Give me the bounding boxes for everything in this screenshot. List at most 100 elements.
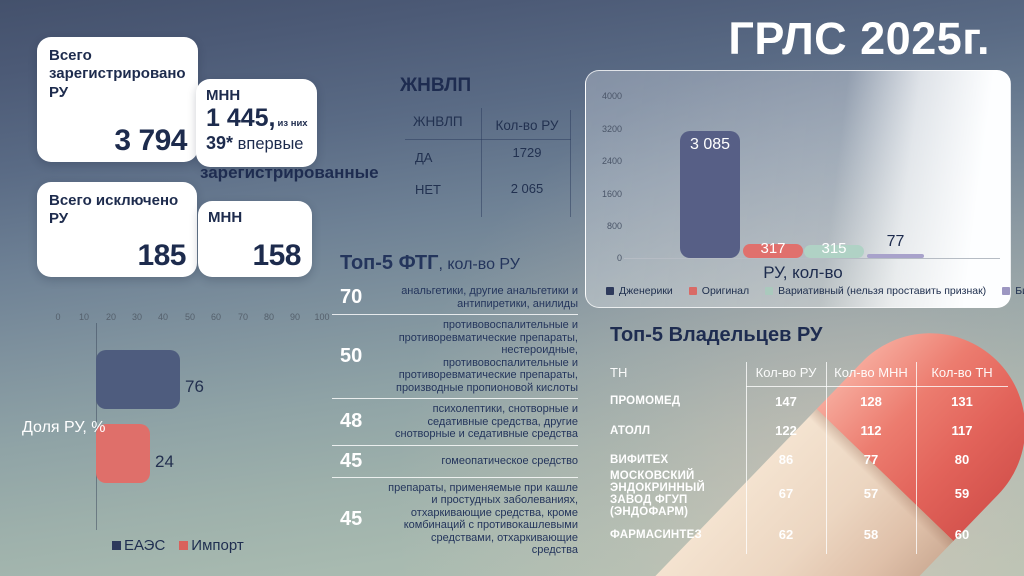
zhnvlp-header-underline <box>405 139 571 140</box>
table-cell: 122 <box>775 423 797 438</box>
bar-import-value: 24 <box>155 452 174 471</box>
column-header: ТН <box>610 364 628 380</box>
x-axis-tick: 80 <box>263 312 274 322</box>
table-column-divider <box>826 362 827 554</box>
list-item: 48 психолептики, снотворные и седативные… <box>332 398 578 445</box>
y-axis-tick: 1600 <box>601 189 622 199</box>
zhnvlp-column-divider <box>481 108 482 217</box>
y-axis-tick: 800 <box>606 221 622 231</box>
x-axis-tick: 10 <box>78 312 89 322</box>
table-cell: 131 <box>951 393 973 409</box>
mnn-new-value: 39* <box>206 132 234 153</box>
legend-swatch-biosimilar <box>1002 287 1011 295</box>
x-axis-label: РУ, кол-во <box>763 263 843 282</box>
y-axis-tick: 0 <box>616 253 622 263</box>
legend-swatch-import <box>179 541 189 550</box>
column-header: Кол-во РУ <box>755 364 817 380</box>
bar-variative <box>804 245 864 258</box>
table-cell: 112 <box>860 423 882 438</box>
table-column-divider <box>746 362 747 554</box>
ftg-item-value: 70 <box>340 286 363 308</box>
card-total-registered-value: 3 794 <box>114 124 187 157</box>
column-header: Кол-во ТН <box>931 364 993 380</box>
card-mnn-registered-value: 1 445, из них <box>196 105 317 131</box>
capsule-cream-half <box>571 409 954 576</box>
table-row-name: ФАРМАСИНТЕЗ <box>610 528 702 541</box>
x-axis-tick: 20 <box>105 312 116 322</box>
capsule-seam-shadow <box>808 409 954 550</box>
zhnvlp-row-value: 1729 <box>512 145 542 160</box>
table-cell: 59 <box>954 486 970 501</box>
owners-grid: ТН Кол-во РУ Кол-во МНН Кол-во ТН ПРОМОМ… <box>610 358 1008 556</box>
owners-table: ТН Кол-во РУ Кол-во МНН Кол-во ТН ПРОМОМ… <box>610 358 1008 556</box>
ftg-title-bold: Топ-5 ФТГ <box>340 252 439 274</box>
ftg-item-text: препараты, применяемые при кашле и прост… <box>388 481 578 557</box>
share-chart-legend: ЕАЭС Импорт <box>112 537 244 554</box>
ftg-item-value: 48 <box>340 410 363 433</box>
bar-eaes <box>96 350 180 409</box>
legend-item: Дженерики <box>606 285 673 297</box>
mnn-new-word-continued: зарегистрированные <box>200 163 379 182</box>
x-axis-tick: 40 <box>157 312 168 322</box>
zhnvlp-row-name: НЕТ <box>415 182 441 197</box>
card-mnn-excluded-label: МНН <box>208 209 243 226</box>
legend-label: Импорт <box>191 537 244 554</box>
x-axis-line <box>624 258 1000 259</box>
ftg-section-title: Топ-5 ФТГ, кол-во РУ <box>340 252 578 275</box>
legend-swatch-generics <box>606 287 614 295</box>
table-cell: 128 <box>860 393 882 409</box>
legend-item: Вариативный (нельзя проставить признак) <box>765 285 986 297</box>
zhnvlp-header-col1: ЖНВЛП <box>413 114 463 129</box>
chart-legend: Дженерики Оригинал Вариативный (нельзя п… <box>606 285 1024 297</box>
legend-swatch-eaes <box>112 541 121 550</box>
card-mnn-registered: МНН 1 445, из них 39* впервые <box>196 79 317 167</box>
zhnvlp-right-border <box>570 110 571 217</box>
table-cell: 80 <box>954 452 970 467</box>
card-mnn-excluded: МНН 158 <box>198 201 312 277</box>
list-item: 45 гомеопатическое средство <box>332 444 578 477</box>
card-total-excluded-value: 185 <box>137 239 186 272</box>
y-axis-tick: 2400 <box>601 156 622 166</box>
owners-section-title: Топ-5 Владельцев РУ <box>610 324 823 346</box>
y-axis-tick: 4000 <box>601 91 622 101</box>
card-total-excluded-label: Всего исключено РУ <box>49 192 179 228</box>
legend-label: ЕАЭС <box>124 537 166 554</box>
zhnvlp-section-title: ЖНВЛП <box>400 75 472 96</box>
zhnvlp-row-name: ДА <box>415 150 433 165</box>
legend-label: Оригинал <box>701 285 750 297</box>
x-axis-tick: 0 <box>55 312 61 322</box>
bar-biosimilar-value: 77 <box>886 233 905 250</box>
page-title: ГРЛС 2025г. <box>728 13 990 64</box>
table-cell: 86 <box>778 452 794 467</box>
card-total-registered: Всего зарегистрировано РУ 3 794 <box>37 37 198 162</box>
table-row-name: ВИФИТЕХ <box>610 453 669 466</box>
legend-label: Вариативный (нельзя проставить признак) <box>778 285 987 297</box>
x-axis-tick: 70 <box>237 312 248 322</box>
legend-label: Биосимиляр <box>1015 285 1024 297</box>
x-axis-tick: 50 <box>184 312 195 322</box>
legend-item: Оригинал <box>688 285 750 297</box>
card-mnn-excluded-value: 158 <box>252 239 301 272</box>
ftg-item-value: 50 <box>340 345 363 367</box>
bar-generics-value: 3 085 <box>689 136 731 153</box>
card-total-registered-label: Всего зарегистрировано РУ <box>49 47 186 101</box>
legend-item: ЕАЭС <box>112 537 165 554</box>
y-axis-tick: 3200 <box>601 124 622 134</box>
ftg-title-sub: , кол-во РУ <box>438 256 520 273</box>
ru-type-bar-chart: 4000 3200 2400 1600 800 0 3 085 317 315 … <box>585 70 1024 308</box>
zhnvlp-row-value: 2 065 <box>510 181 544 196</box>
zhnvlp-table: ЖНВЛП Кол-во РУ ДА 1729 НЕТ 2 065 <box>405 104 571 217</box>
capsule-red-half <box>816 333 1024 541</box>
table-cell: 60 <box>954 527 970 542</box>
mnn-value: 1 445, <box>206 104 276 133</box>
x-axis-tick: 60 <box>210 312 221 322</box>
ftg-item-value: 45 <box>340 507 363 530</box>
table-cell: 62 <box>778 527 794 542</box>
card-total-excluded: Всего исключено РУ 185 <box>37 182 197 277</box>
y-axis-line <box>96 323 97 530</box>
legend-swatch-variative <box>765 287 774 295</box>
bar-original-value: 317 <box>760 240 786 257</box>
table-cell: 67 <box>778 486 794 501</box>
